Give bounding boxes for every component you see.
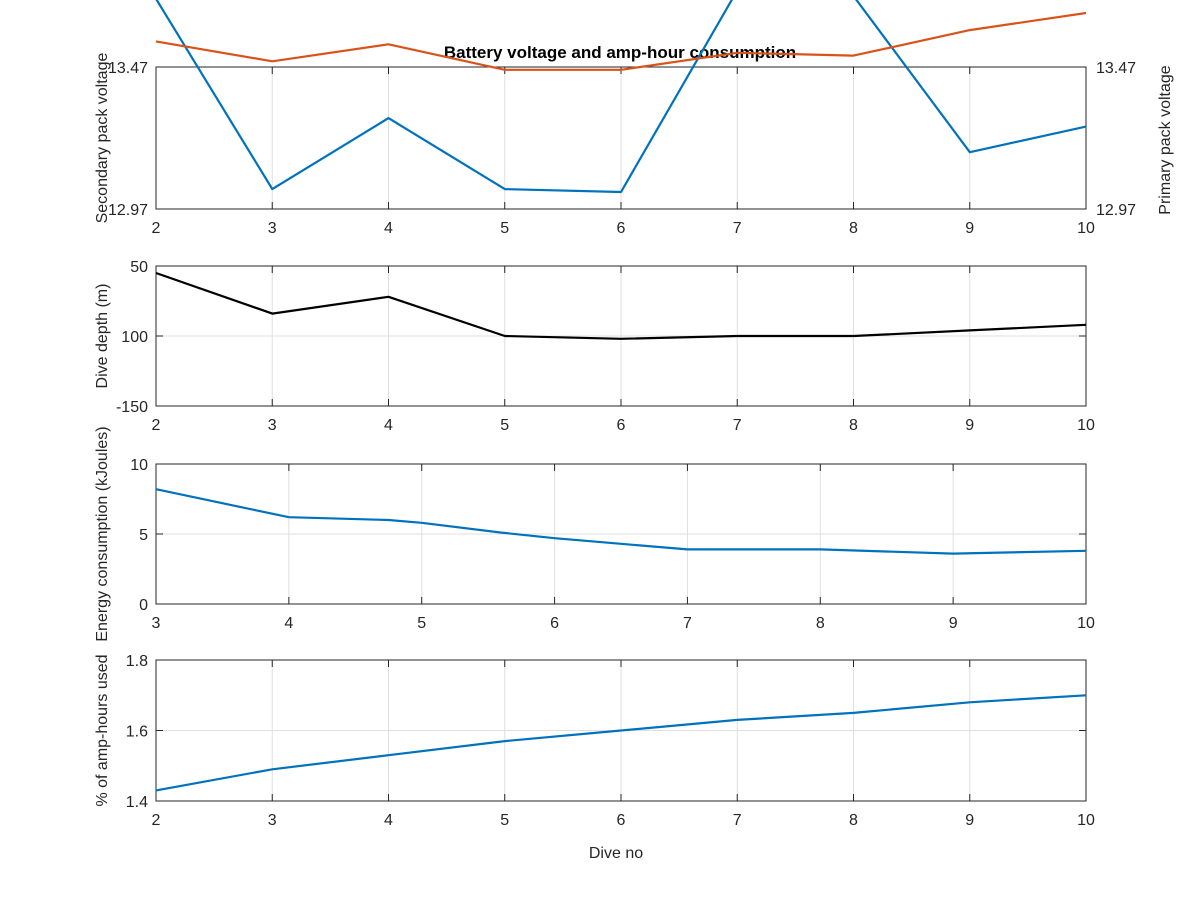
x-tick-label: 10 (1077, 812, 1095, 829)
axes-4: 2 3 4 5 6 7 8 9 10 1.4 1.6 1.8 % of amp-hours used Di… (94, 653, 1095, 862)
y-tick-label: 100 (121, 329, 148, 346)
x-tick-label: 8 (849, 220, 858, 237)
x-tick-label: 10 (1077, 615, 1095, 632)
x-tick-label: 4 (284, 615, 293, 632)
x-axis-label: Dive no (589, 845, 643, 862)
x-tick-label: 7 (733, 220, 742, 237)
y-axis-label: Secondary pack voltage (94, 53, 111, 224)
x-tick-label: 10 (1077, 220, 1095, 237)
x-tick-label: 4 (384, 812, 393, 829)
x-tick-label: 4 (384, 417, 393, 434)
x-tick-label: 7 (683, 615, 692, 632)
x-tick-label: 2 (152, 812, 161, 829)
y-tick-label: 10 (130, 457, 148, 474)
axes-3: 3 4 5 6 7 8 9 10 0 5 10 Energy consumption (kJoules… (94, 426, 1095, 641)
x-tick-label: 2 (152, 417, 161, 434)
x-tick-label: 8 (816, 615, 825, 632)
x-tick-label: 5 (500, 812, 509, 829)
x-tick-label: 2 (152, 220, 161, 237)
series-line (155, 488, 1087, 555)
axes-box (155, 659, 1087, 802)
y-tick-label: 50 (130, 259, 148, 276)
x-tick-label: 6 (617, 812, 626, 829)
y2-tick-label: 12.97 (1096, 202, 1136, 219)
axes-2: 2 3 4 5 6 7 8 9 10 50 100 -150 Dive depth (m) (94, 259, 1095, 434)
y-tick-label: 0 (139, 597, 148, 614)
secondary-pack-voltage-line (155, 0, 1087, 194)
y-tick-label: 12.97 (108, 202, 148, 219)
x-tick-label: 9 (965, 812, 974, 829)
axes-box (155, 463, 1087, 605)
y-tick-label: 1.4 (126, 794, 148, 811)
x-tick-label: 5 (500, 417, 509, 434)
y-tick-label: 1.8 (126, 653, 148, 670)
y2-axis-label: Primary pack voltage (1157, 65, 1174, 214)
x-tick-label: 5 (417, 615, 426, 632)
y-axis-label: % of amp-hours used (94, 654, 111, 806)
x-tick-label: 3 (268, 417, 277, 434)
y-tick-label: 5 (139, 527, 148, 544)
x-tick-label: 9 (965, 417, 974, 434)
x-tick-label: 3 (268, 220, 277, 237)
x-tick-label: 8 (849, 812, 858, 829)
x-tick-label: 4 (384, 220, 393, 237)
series-line (155, 271, 1087, 340)
y2-tick-label: 13.47 (1096, 60, 1136, 77)
y-tick-label: 1.6 (126, 724, 148, 741)
y-axis-label: Energy consumption (kJoules) (94, 426, 111, 641)
x-tick-label: 7 (733, 812, 742, 829)
axes-box (155, 265, 1087, 407)
axes-1: 2 3 4 5 6 7 8 9 1012.9713.4712.9713.47Secondary … (94, 0, 1174, 237)
x-tick-label: 10 (1077, 417, 1095, 434)
x-tick-label: 8 (849, 417, 858, 434)
x-tick-label: 6 (550, 615, 559, 632)
x-tick-label: 6 (617, 220, 626, 237)
axes-box (155, 66, 1087, 210)
y-tick-label: -150 (116, 399, 148, 416)
y-axis-label: Dive depth (m) (94, 284, 111, 389)
x-tick-label: 9 (965, 220, 974, 237)
x-tick-label: 5 (500, 220, 509, 237)
x-tick-label: 7 (733, 417, 742, 434)
x-tick-label: 9 (949, 615, 958, 632)
x-tick-label: 3 (152, 615, 161, 632)
y-tick-label: 13.47 (108, 60, 148, 77)
series-line (155, 694, 1087, 792)
x-tick-label: 3 (268, 812, 277, 829)
x-tick-label: 6 (617, 417, 626, 434)
primary-pack-voltage-line (155, 11, 1087, 71)
